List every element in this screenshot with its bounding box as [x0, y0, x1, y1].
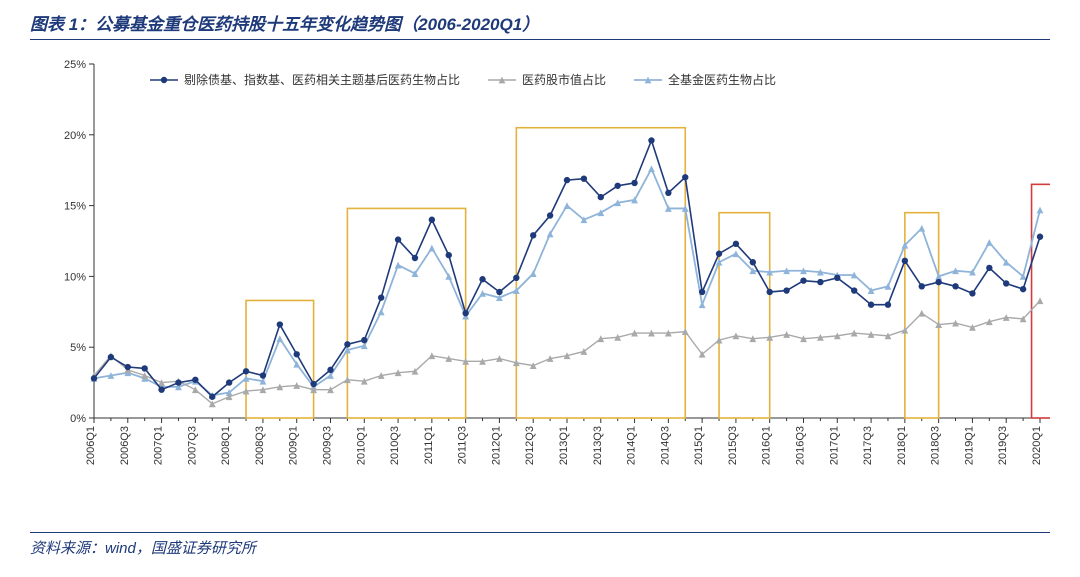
svg-text:2007Q3: 2007Q3 — [186, 426, 198, 465]
svg-text:2011Q3: 2011Q3 — [457, 426, 469, 464]
svg-text:2008Q1: 2008Q1 — [220, 426, 232, 465]
svg-text:25%: 25% — [64, 59, 86, 71]
svg-text:2017Q3: 2017Q3 — [862, 426, 874, 465]
svg-text:2008Q3: 2008Q3 — [254, 426, 266, 465]
svg-text:2016Q3: 2016Q3 — [795, 426, 807, 465]
svg-text:2007Q1: 2007Q1 — [153, 426, 165, 465]
svg-text:2015Q1: 2015Q1 — [693, 426, 705, 465]
svg-text:2013Q1: 2013Q1 — [558, 426, 570, 465]
title-bar: 图表 1：公募基金重仓医药持股十五年变化趋势图（2006-2020Q1） — [30, 10, 1050, 40]
svg-text:2013Q3: 2013Q3 — [592, 426, 604, 465]
footer-bar: 资料来源：wind，国盛证券研究所 — [30, 532, 1050, 558]
svg-text:2017Q1: 2017Q1 — [828, 426, 840, 465]
svg-text:2016Q1: 2016Q1 — [761, 426, 773, 465]
source-text: 资料来源：wind，国盛证券研究所 — [30, 540, 256, 557]
svg-text:0%: 0% — [70, 413, 86, 425]
svg-text:15%: 15% — [64, 201, 86, 213]
svg-text:2020Q1: 2020Q1 — [1031, 426, 1043, 465]
svg-text:2019Q1: 2019Q1 — [963, 426, 975, 465]
svg-text:2006Q1: 2006Q1 — [85, 426, 97, 465]
svg-text:2011Q1: 2011Q1 — [423, 426, 435, 464]
svg-text:5%: 5% — [70, 342, 86, 354]
svg-text:10%: 10% — [64, 271, 86, 283]
svg-text:20%: 20% — [64, 130, 86, 142]
svg-text:全基金医药生物占比: 全基金医药生物占比 — [668, 72, 776, 87]
svg-text:2015Q3: 2015Q3 — [727, 426, 739, 465]
svg-text:医药股市值占比: 医药股市值占比 — [522, 72, 606, 87]
svg-text:2012Q3: 2012Q3 — [524, 426, 536, 465]
svg-text:2014Q1: 2014Q1 — [626, 426, 638, 465]
chart-title: 图表 1：公募基金重仓医药持股十五年变化趋势图（2006-2020Q1） — [30, 15, 539, 34]
svg-text:2012Q1: 2012Q1 — [490, 426, 502, 465]
svg-text:2010Q1: 2010Q1 — [355, 426, 367, 465]
svg-text:2009Q3: 2009Q3 — [322, 426, 334, 465]
svg-text:2010Q3: 2010Q3 — [389, 426, 401, 465]
svg-text:2019Q3: 2019Q3 — [997, 426, 1009, 465]
line-chart: 0% 5% 10% 15% 20% 25% 2006Q1 2006Q3 2007Q1 2007Q3… — [30, 46, 1050, 526]
svg-text:剔除债基、指数基、医药相关主题基后医药生物占比: 剔除债基、指数基、医药相关主题基后医药生物占比 — [184, 72, 460, 87]
svg-text:2018Q3: 2018Q3 — [930, 426, 942, 465]
svg-text:2014Q3: 2014Q3 — [659, 426, 671, 465]
svg-text:2009Q1: 2009Q1 — [288, 426, 300, 465]
svg-text:2006Q3: 2006Q3 — [119, 426, 131, 465]
svg-text:2018Q1: 2018Q1 — [896, 426, 908, 465]
